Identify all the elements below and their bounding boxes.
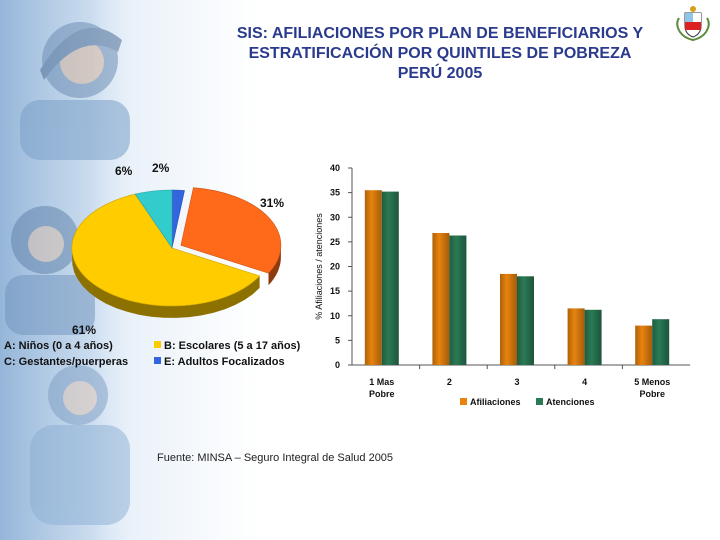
pie-chart-svg	[71, 187, 282, 318]
bar-atenciones-1	[381, 191, 399, 365]
x-tick-label: 4	[582, 377, 587, 387]
bar-atenciones-2	[449, 235, 467, 365]
legend-label-a: A: Niños (0 a 4 años)	[4, 340, 113, 352]
child-photo-2	[5, 206, 95, 335]
y-tick-label: 25	[330, 237, 340, 247]
pie-label-a: 61%	[72, 323, 97, 337]
legend-label-atenciones: Atenciones	[546, 397, 595, 407]
source-note: Fuente: MINSA – Seguro Integral de Salud…	[157, 452, 394, 464]
x-tick-label: 3	[514, 377, 519, 387]
y-tick-label: 30	[330, 212, 340, 222]
bar-atenciones-3	[517, 276, 534, 365]
pie-slice-b	[180, 187, 282, 274]
pie-slice-a	[71, 193, 261, 307]
bar-atenciones-5	[652, 319, 670, 365]
y-axis-title: % Afiliaciones / atenciones	[314, 213, 324, 320]
legend-swatch-atenciones	[536, 398, 543, 405]
child-photo-3	[30, 365, 130, 525]
bar-afiliaciones-1	[364, 190, 382, 365]
x-tick-label: 1 Mas	[369, 377, 394, 387]
peru-coat-of-arms-icon	[676, 6, 710, 42]
bar-chart-svg: % Afiliaciones / atenciones 0 5 10 15 20 25 30 3…	[314, 163, 690, 407]
bar-afiliaciones-4	[567, 308, 585, 365]
pie-legend: A: Niños (0 a 4 años) B: Escolares (5 a …	[4, 340, 314, 372]
slide-title: SIS: AFILIACIONES POR PLAN DE BENEFICIAR…	[180, 24, 700, 84]
y-tick-label: 40	[330, 163, 340, 173]
title-line-3: PERÚ 2005	[397, 65, 483, 82]
title-line-1: SIS: AFILIACIONES POR PLAN DE BENEFICIAR…	[236, 25, 644, 42]
title-line-2: ESTRATIFICACIÓN POR QUINTILES DE POBREZA	[248, 45, 632, 62]
x-tick-label: Pobre	[369, 389, 395, 399]
legend-label-c: C: Gestantes/puerperas	[4, 356, 129, 368]
child-photo-1	[20, 22, 130, 160]
legend-item-e: E: Adultos Focalizados	[154, 356, 285, 368]
legend-swatch-e	[154, 357, 161, 364]
pie-label-b: 31%	[260, 196, 285, 210]
legend-label-e: E: Adultos Focalizados	[164, 356, 285, 368]
x-tick-label: 2	[447, 377, 452, 387]
legend-item-a: A: Niños (0 a 4 años)	[4, 340, 113, 352]
x-tick-label: 5 Menos	[634, 377, 670, 387]
bar-atenciones-4	[584, 309, 602, 365]
y-tick-label: 5	[335, 335, 340, 345]
pie-chart: 61% 31% 6% 2%	[60, 160, 310, 340]
pie-slice-c	[134, 189, 173, 249]
legend-swatch-afiliaciones	[460, 398, 467, 405]
bar-chart: % Afiliaciones / atenciones 0 5 10 15 20 25 30 3…	[300, 160, 700, 415]
y-tick-label: 0	[335, 360, 340, 370]
bar-afiliaciones-5	[635, 325, 653, 365]
y-tick-label: 15	[330, 286, 340, 296]
legend-label-b: B: Escolares (5 a 17 años)	[164, 340, 301, 352]
legend-item-b: B: Escolares (5 a 17 años)	[154, 340, 300, 352]
y-tick-label: 10	[330, 311, 340, 321]
x-tick-label: Pobre	[639, 389, 665, 399]
y-tick-label: 35	[330, 188, 340, 198]
legend-label-afiliaciones: Afiliaciones	[470, 397, 521, 407]
y-tick-label: 20	[330, 262, 340, 272]
bar-afiliaciones-3	[500, 273, 517, 365]
legend-item-c: C: Gestantes/puerperas	[4, 356, 128, 368]
pie-side-b	[268, 244, 281, 286]
bar-afiliaciones-2	[432, 233, 450, 365]
pie-label-c: 6%	[115, 164, 133, 178]
legend-swatch-b	[154, 341, 161, 348]
pie-side-a	[72, 245, 260, 318]
pie-label-e: 2%	[152, 161, 170, 175]
